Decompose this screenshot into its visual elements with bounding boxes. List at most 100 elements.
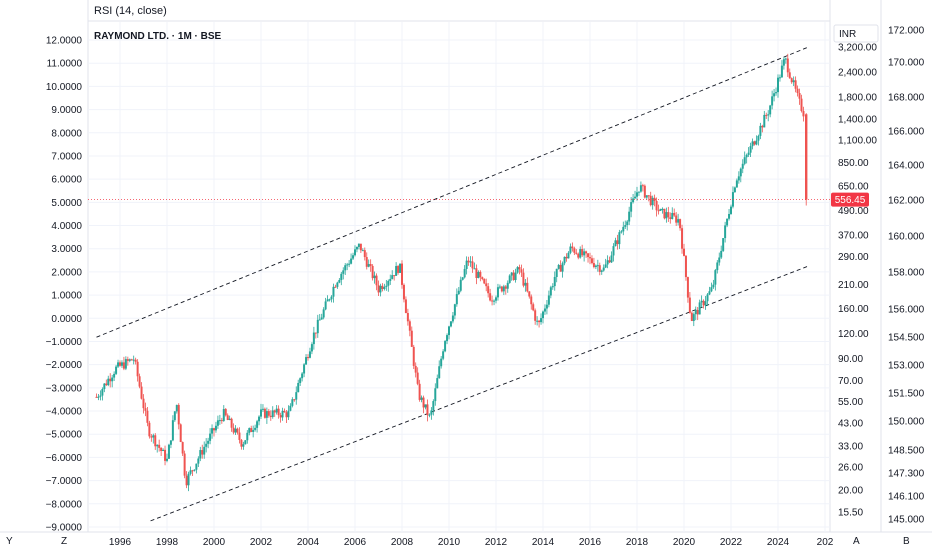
candle-body xyxy=(434,388,437,402)
candle-body xyxy=(318,319,321,321)
candle-body xyxy=(606,260,609,265)
candle-body xyxy=(373,275,376,279)
candle-body xyxy=(391,275,394,279)
candle-body xyxy=(657,210,660,212)
bottom-button-z[interactable]: Z xyxy=(61,536,67,547)
candle-body xyxy=(201,450,204,455)
candle-body xyxy=(336,282,339,287)
candle-body xyxy=(422,397,425,408)
price-axis-tick-label: 160.00 xyxy=(838,304,869,315)
rsi-axis-tick-label: 172.000 xyxy=(888,26,925,37)
candle-body xyxy=(481,277,484,280)
candle-body xyxy=(117,362,120,367)
candle-body xyxy=(189,470,192,474)
candle-body xyxy=(342,270,345,274)
candle-body xyxy=(757,135,760,141)
candle-body xyxy=(97,396,100,398)
rsi-axis-tick-label: 166.000 xyxy=(888,127,925,138)
bottom-button-y[interactable]: Y xyxy=(6,536,13,547)
candle-body xyxy=(784,58,787,60)
candle-body xyxy=(308,351,311,358)
candle-body xyxy=(393,275,396,277)
candle-body xyxy=(679,219,682,229)
candle-body xyxy=(526,282,529,292)
candle-body xyxy=(236,428,239,433)
channel-line-upper xyxy=(96,46,809,338)
candle-body xyxy=(728,213,731,219)
candle-body xyxy=(683,248,685,256)
candle-body xyxy=(265,411,268,418)
candle-body xyxy=(743,157,746,164)
left-axis-tick-label: 5.0000 xyxy=(51,198,82,209)
candle-body xyxy=(608,260,611,263)
candle-body xyxy=(765,114,768,116)
candle-body xyxy=(128,359,131,361)
candle-body xyxy=(354,249,356,256)
symbol-label[interactable]: RAYMOND LTD. · 1M · BSE xyxy=(94,31,222,42)
candle-body xyxy=(430,410,433,415)
candle-body xyxy=(346,264,349,266)
candle-body xyxy=(211,428,214,434)
price-axis-tick-label: 70.00 xyxy=(838,376,863,387)
price-axis-tick-label: 26.00 xyxy=(838,462,863,473)
bottom-button-b[interactable]: B xyxy=(903,536,910,547)
candle-body xyxy=(120,362,123,366)
candle-body xyxy=(536,320,539,322)
candle-body xyxy=(138,376,141,387)
candle-body xyxy=(197,458,200,464)
rsi-axis-tick-label: 170.000 xyxy=(888,58,925,69)
candle-body xyxy=(690,312,693,322)
candle-body xyxy=(637,191,640,193)
rsi-axis-tick-label: 148.500 xyxy=(888,446,925,457)
candle-body xyxy=(739,168,742,177)
candle-body xyxy=(545,304,548,309)
candle-body xyxy=(751,141,754,147)
candle-body xyxy=(681,228,684,249)
candle-body xyxy=(500,286,503,292)
candle-body xyxy=(671,212,674,219)
indicator-label[interactable]: RSI (14, close) xyxy=(94,5,167,17)
candle-body xyxy=(563,256,566,264)
candle-body xyxy=(673,212,676,216)
rsi-axis[interactable]: 172.000 170.000 168.000 166.000 164.000 162.0… xyxy=(888,26,925,526)
candle-body xyxy=(696,309,699,315)
left-axis-tick-label: 9.0000 xyxy=(51,105,82,116)
candle-body xyxy=(169,440,172,445)
candle-body xyxy=(506,282,509,289)
candle-body xyxy=(142,398,145,409)
candle-body xyxy=(677,219,680,223)
price-axis-tick-label: 15.50 xyxy=(838,508,863,519)
rsi-axis-tick-label: 151.500 xyxy=(888,389,925,400)
currency-label[interactable]: INR xyxy=(839,29,856,40)
rsi-axis-tick-label: 150.000 xyxy=(888,417,925,428)
candle-body xyxy=(156,444,159,447)
time-axis-tick-label: 2004 xyxy=(297,537,320,548)
candle-body xyxy=(573,248,576,253)
candle-body xyxy=(140,386,143,399)
candle-body xyxy=(659,208,662,211)
candle-body xyxy=(218,420,221,422)
bottom-button-a[interactable]: A xyxy=(853,536,860,547)
candle-body xyxy=(389,278,392,281)
candle-body xyxy=(780,65,783,78)
candle-body xyxy=(399,263,402,273)
candle-body xyxy=(269,415,272,418)
candle-body xyxy=(618,232,621,245)
candle-body xyxy=(600,270,603,272)
candle-body xyxy=(199,450,202,459)
candle-body xyxy=(775,92,778,94)
time-axis-tick-label: 2024 xyxy=(767,537,790,548)
time-axis[interactable]: 1996 1998 2000 2002 2004 2006 2008 2010 2012 2014… xyxy=(109,537,834,548)
candle-body xyxy=(726,218,729,226)
candle-body xyxy=(653,197,656,201)
candle-body xyxy=(107,378,110,386)
price-axis[interactable]: 3,200.00 2,400.00 1,800.00 1,400.00 1,100.00… xyxy=(838,43,877,519)
candle-body xyxy=(453,304,456,316)
candle-body xyxy=(181,442,184,454)
candle-body xyxy=(408,321,411,331)
candle-body xyxy=(720,250,723,258)
candle-body xyxy=(226,415,229,420)
candle-body xyxy=(733,187,736,193)
currency-box[interactable] xyxy=(833,24,879,43)
candle-body xyxy=(340,273,343,281)
